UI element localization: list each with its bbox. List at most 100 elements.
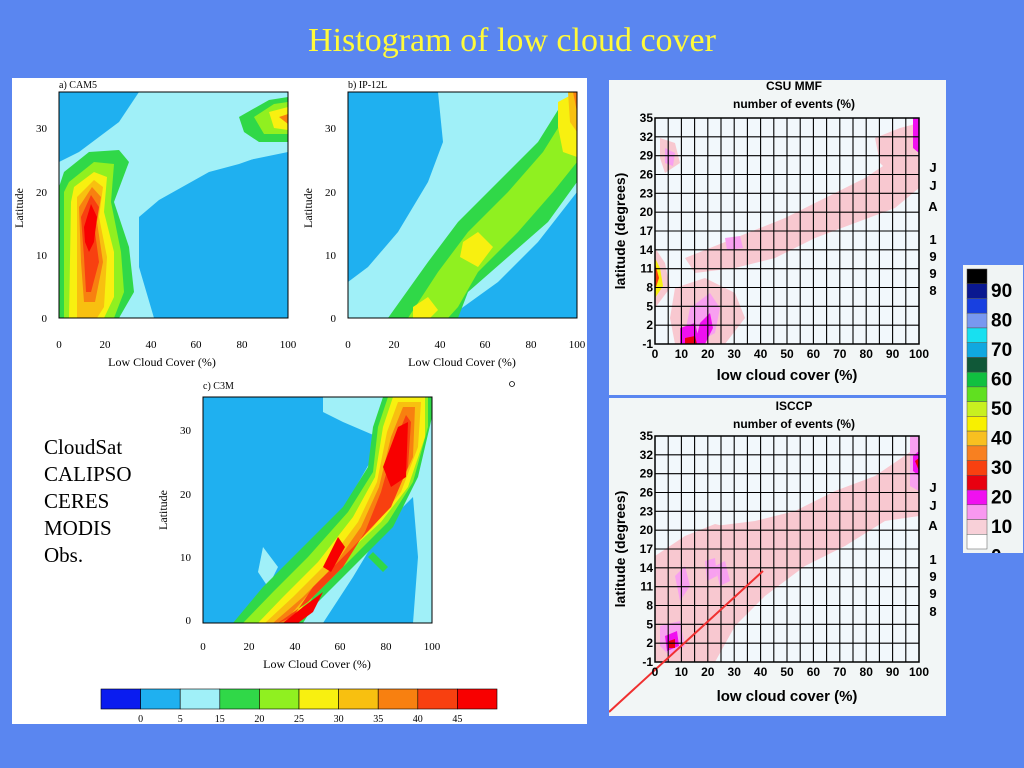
- right-colorbar-swatch: [966, 357, 988, 373]
- cam5-xtick: 0: [56, 339, 62, 351]
- right-colorbar-label: 40: [991, 428, 1012, 449]
- right-colorbar-swatch: [966, 283, 988, 299]
- isccp-subtitle: number of events (%): [733, 417, 855, 431]
- left-colorbar-swatch: [179, 688, 221, 710]
- csu-xticks: 0 10 20 30 40 50 60 70 80 90 100: [652, 347, 930, 361]
- isccp-xticks: 0 10 20 30 40 50 60 70 80 90 100: [652, 665, 930, 679]
- isccp-xtick: 40: [754, 665, 768, 679]
- csu-ytick: 26: [640, 168, 654, 182]
- svg-text:80: 80: [381, 641, 393, 653]
- left-colorbar-label: 40: [413, 714, 423, 724]
- isccp-xtick: 30: [728, 665, 742, 679]
- isccp-ytick: 17: [640, 542, 654, 556]
- isccp-ytick: 2: [646, 636, 653, 650]
- left-colorbar-swatch: [338, 688, 379, 710]
- isccp-plot: [654, 435, 920, 663]
- isccp-ytick: 14: [640, 561, 654, 575]
- svg-text:A: A: [928, 518, 938, 533]
- svg-text:30: 30: [325, 123, 337, 135]
- obs-source: CloudSat: [44, 435, 123, 459]
- svg-text:60: 60: [480, 339, 492, 351]
- left-colorbar-label: 45: [452, 714, 462, 724]
- svg-text:J: J: [929, 480, 936, 495]
- right-colorbar-label: 30: [991, 458, 1012, 479]
- csu-xlabel: low cloud cover (%): [717, 367, 858, 384]
- svg-text:9: 9: [929, 586, 936, 601]
- isccp-ytick: -1: [642, 655, 653, 669]
- right-colorbar-label: 20: [991, 487, 1012, 508]
- right-colorbar-label: 60: [991, 370, 1012, 391]
- obs-source: MODIS: [44, 516, 112, 540]
- svg-text:A: A: [928, 199, 938, 214]
- c3m-axes: c) C3M Low Cloud Cover (%) Latitude 0 20…: [156, 381, 441, 671]
- svg-text:10: 10: [325, 250, 337, 262]
- svg-text:10: 10: [180, 552, 192, 564]
- isccp-xtick: 80: [860, 665, 874, 679]
- right-colorbar-swatch: [966, 401, 988, 417]
- right-colorbar-swatch: [966, 445, 988, 461]
- cam5-axes: a) CAM5 Low Cloud Cover (%) Latitude 0 2…: [12, 80, 297, 369]
- cam5-xlabel: Low Cloud Cover (%): [108, 355, 216, 369]
- svg-text:40: 40: [290, 641, 302, 653]
- cam5-xtick: 100: [280, 339, 297, 351]
- svg-text:0: 0: [200, 641, 206, 653]
- svg-text:80: 80: [526, 339, 538, 351]
- right-colorbar-label: 10: [991, 517, 1012, 538]
- svg-text:0: 0: [186, 615, 192, 627]
- csu-subtitle: number of events (%): [733, 97, 855, 111]
- csu-xtick: 10: [675, 347, 689, 361]
- csu-yticks: 35 32 29 26 23 20 17 14 11 8 5 2 -1: [640, 111, 654, 351]
- csu-xtick: 0: [652, 347, 659, 361]
- svg-text:60: 60: [335, 641, 347, 653]
- left-colorbar-swatch: [457, 688, 498, 710]
- left-colorbar-swatch: [298, 688, 339, 710]
- svg-text:0: 0: [345, 339, 351, 351]
- isccp-ytick: 29: [640, 467, 654, 481]
- ip12l-contour-0: [348, 92, 443, 282]
- c3m-ylabel: Latitude: [156, 490, 170, 530]
- left-colorbar-swatch: [140, 688, 181, 710]
- right-colorbar-label: 70: [991, 340, 1012, 361]
- csu-ytick: -1: [642, 337, 653, 351]
- left-colorbar-label: 0: [138, 714, 143, 724]
- csu-ytick: 23: [640, 186, 654, 200]
- right-colorbar-swatch: [966, 504, 988, 520]
- left-colorbar-label: 5: [178, 714, 183, 724]
- svg-text:20: 20: [389, 339, 401, 351]
- c3m-label: c) C3M: [203, 381, 234, 392]
- stray-circle-mark: [509, 381, 515, 387]
- cam5-ytick: 30: [36, 123, 48, 135]
- right-colorbar-swatch: [966, 489, 988, 506]
- csu-ytick: 29: [640, 149, 654, 163]
- svg-text:20: 20: [244, 641, 256, 653]
- c3m-xlabel: Low Cloud Cover (%): [263, 657, 371, 671]
- obs-source: CALIPSO: [44, 462, 132, 486]
- svg-text:0: 0: [331, 313, 337, 325]
- ip12l-ylabel: Latitude: [301, 188, 315, 228]
- isccp-ytick: 35: [640, 429, 654, 443]
- csu-xtick: 100: [909, 347, 929, 361]
- ip12l-axes: b) IP-12L Low Cloud Cover (%) Latitude 0…: [301, 80, 586, 369]
- cam5-plot: [58, 91, 289, 319]
- left-colorbar-swatch: [377, 688, 419, 710]
- isccp-diagonal-line: [608, 570, 764, 713]
- isccp-ytick: 32: [640, 448, 654, 462]
- csu-ytick: 20: [640, 205, 654, 219]
- left-colorbar-swatch: [100, 688, 141, 710]
- csu-ytick: 14: [640, 243, 654, 257]
- isccp-xtick: 50: [780, 665, 794, 679]
- cam5-label: a) CAM5: [59, 80, 97, 91]
- right-colorbar-swatch: [966, 268, 988, 284]
- isccp-ytick: 23: [640, 504, 654, 518]
- right-colorbar-swatch: [966, 298, 988, 314]
- csu-ytick: 17: [640, 224, 654, 238]
- csu-ytick: 2: [646, 318, 653, 332]
- isccp-season-label: J J A 1 9 9 8: [928, 480, 938, 619]
- csu-xtick: 60: [807, 347, 821, 361]
- right-colorbar-swatch: [966, 416, 988, 432]
- cam5-ytick: 20: [36, 187, 48, 199]
- csu-season-label: J J A 1 9 9 8: [928, 160, 938, 298]
- csu-mmf-panel: CSU MMF number of events (%) latitude (d…: [609, 79, 946, 395]
- svg-text:9: 9: [929, 569, 936, 584]
- isccp-ytick: 8: [646, 599, 653, 613]
